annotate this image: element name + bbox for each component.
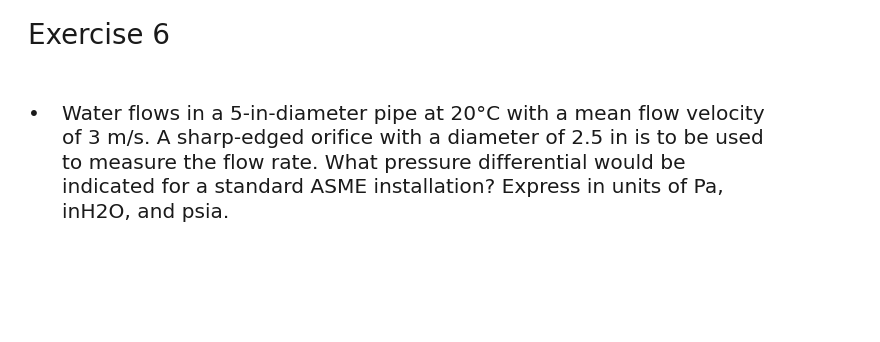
Text: inH2O, and psia.: inH2O, and psia. bbox=[62, 203, 230, 222]
Text: of 3 m/s. A sharp-edged orifice with a diameter of 2.5 in is to be used: of 3 m/s. A sharp-edged orifice with a d… bbox=[62, 130, 764, 148]
Text: to measure the flow rate. What pressure differential would be: to measure the flow rate. What pressure … bbox=[62, 154, 686, 173]
Text: indicated for a standard ASME installation? Express in units of Pa,: indicated for a standard ASME installati… bbox=[62, 179, 723, 197]
Text: Water flows in a 5-in-diameter pipe at 20°C with a mean flow velocity: Water flows in a 5-in-diameter pipe at 2… bbox=[62, 105, 765, 124]
Text: •: • bbox=[28, 105, 40, 124]
Text: Exercise 6: Exercise 6 bbox=[28, 22, 170, 50]
